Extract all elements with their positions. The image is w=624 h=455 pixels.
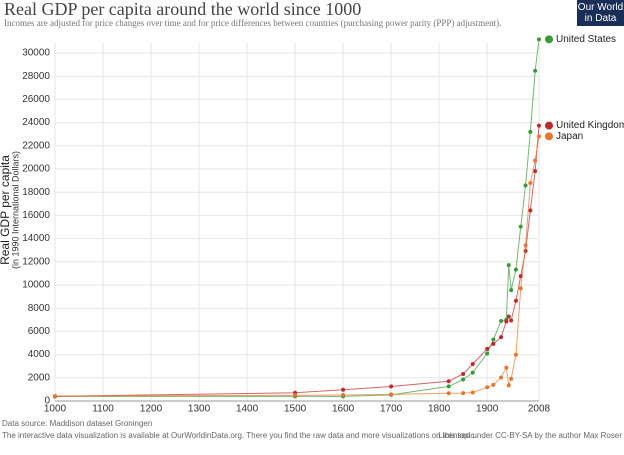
data-point <box>461 371 466 376</box>
data-point <box>509 288 514 293</box>
y-axis-label: Real GDP per capita <box>0 155 12 265</box>
series-line <box>55 39 540 397</box>
x-tick-label: 1100 <box>92 404 114 415</box>
series-line <box>54 136 540 397</box>
data-point <box>518 286 523 291</box>
x-tick-label: 1800 <box>428 404 451 415</box>
data-point <box>446 379 451 384</box>
data-point <box>341 387 346 392</box>
legend-label: United Kingdom <box>556 120 624 131</box>
logo: Our World in Data <box>577 2 624 24</box>
x-tick-label: 1700 <box>380 404 403 415</box>
y-tick-label: 4000 <box>28 349 51 360</box>
note: The interactive data visualization is av… <box>2 431 477 440</box>
data-point <box>491 382 496 387</box>
data-point <box>506 263 511 268</box>
data-point <box>446 391 451 396</box>
y-tick-label: 0 <box>44 396 50 407</box>
data-point <box>504 319 509 324</box>
data-point <box>485 346 490 351</box>
data-point <box>293 393 298 398</box>
legend-marker <box>545 121 553 130</box>
y-tick-label: 24000 <box>22 117 50 128</box>
legend-label: United States <box>556 34 616 45</box>
data-point <box>341 392 346 397</box>
data-point <box>461 377 466 382</box>
data-point <box>523 243 528 248</box>
data-point <box>533 68 538 73</box>
data-point <box>537 123 541 128</box>
y-tick-label: 8000 <box>28 303 51 314</box>
legend-label: Japan <box>556 131 583 142</box>
y-tick-label: 22000 <box>22 140 50 151</box>
chart-title: Real GDP per capita around the world sin… <box>4 0 361 19</box>
data-point <box>499 375 504 380</box>
data-point <box>513 352 518 357</box>
x-tick-label: 1200 <box>140 404 163 415</box>
y-tick-label: 26000 <box>22 94 50 105</box>
data-point <box>518 224 523 229</box>
data-point <box>499 335 504 340</box>
data-point <box>528 181 533 186</box>
source: Data source: Maddison dataset Groningen <box>2 419 152 428</box>
y-tick-label: 6000 <box>28 326 51 337</box>
data-point <box>470 390 475 395</box>
data-point <box>533 169 538 174</box>
data-point <box>491 337 496 342</box>
y-tick-label: 2000 <box>28 372 51 383</box>
x-tick-label: 1900 <box>476 404 499 415</box>
data-point <box>485 385 490 390</box>
license: Licensed under CC-BY-SA by the author Ma… <box>438 431 622 440</box>
x-tick-label: 1500 <box>284 404 307 415</box>
data-point <box>504 365 509 370</box>
legend-marker <box>545 35 553 44</box>
data-point <box>513 298 518 303</box>
y-tick-label: 20000 <box>22 164 50 175</box>
data-point <box>499 318 504 323</box>
data-point <box>533 158 538 163</box>
x-tick-label: 1000 <box>44 404 67 415</box>
legend-marker <box>545 132 553 141</box>
data-point <box>537 134 541 139</box>
data-point <box>523 183 528 188</box>
data-point <box>537 37 541 42</box>
data-point <box>389 392 394 397</box>
series-line <box>54 125 540 397</box>
data-point <box>446 384 451 389</box>
y-tick-label: 28000 <box>22 71 50 82</box>
data-point <box>470 370 475 375</box>
y-tick-label: 30000 <box>22 48 50 59</box>
x-tick-label: 1400 <box>236 404 259 415</box>
data-point <box>513 267 518 272</box>
y-axis-sublabel: (in 1990 International Dollars) <box>10 151 20 269</box>
logo-wrap: Our World in Data <box>577 2 624 24</box>
data-point <box>506 314 511 319</box>
y-tick-label: 14000 <box>22 233 50 244</box>
data-point <box>53 394 57 399</box>
x-tick-label: 2008 <box>528 404 551 415</box>
data-point <box>509 318 514 323</box>
chart-subtitle: Incomes are adjusted for price changes o… <box>4 18 501 28</box>
y-tick-label: 10000 <box>22 280 50 291</box>
logo-box <box>577 0 624 26</box>
data-point <box>528 129 533 134</box>
data-point <box>461 391 466 396</box>
y-tick-label: 12000 <box>22 256 50 267</box>
data-point <box>528 208 533 213</box>
x-tick-label: 1300 <box>188 404 211 415</box>
y-tick-label: 16000 <box>22 210 50 221</box>
data-point <box>485 351 490 356</box>
data-point <box>491 341 496 346</box>
data-point <box>509 376 514 381</box>
data-point <box>506 383 511 388</box>
y-tick-label: 18000 <box>22 187 50 198</box>
data-point <box>389 384 394 389</box>
x-tick-label: 1600 <box>332 404 355 415</box>
data-point <box>470 361 475 366</box>
